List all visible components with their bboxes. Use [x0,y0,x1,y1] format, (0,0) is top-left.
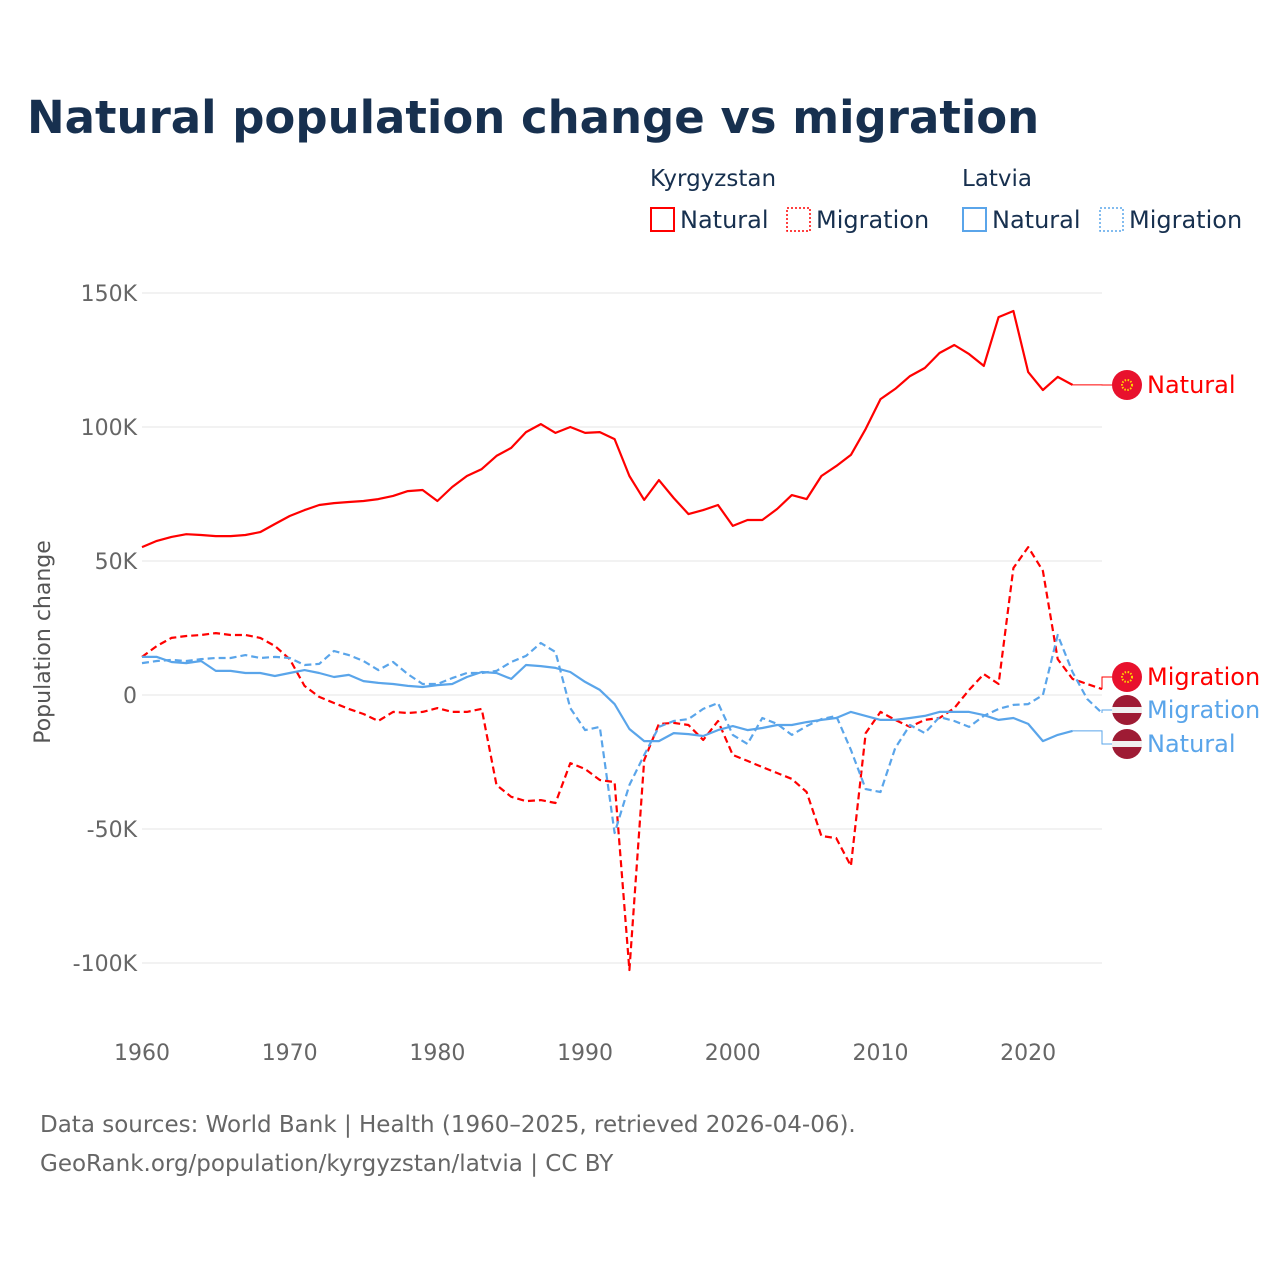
legend-item-label: Natural [992,206,1081,234]
x-axis: 1960 1970 1980 1990 2000 2010 2020 [114,1041,1056,1066]
legend: Kyrgyzstan Natural Migration Latvia Natural M… [650,166,1242,234]
series-line-latvia-migration [141,633,1103,835]
end-label: Migration [1147,663,1260,691]
footer-url[interactable]: GeoRank.org/population/kyrgyzstan/latvia… [40,1151,614,1177]
latvia-flag-icon [1112,729,1142,759]
series-line-kyrgyzstan-migration [141,545,1103,972]
x-tick-label: 1960 [114,1041,170,1066]
legend-group-title: Latvia [962,166,1032,192]
gridlines [142,292,1102,964]
series-line-latvia-natural [142,655,1073,743]
legend-swatch [786,207,811,232]
flag-background [1112,370,1142,400]
y-axis-label: Population change [31,540,56,744]
y-tick-label: 0 [123,684,137,709]
kyrgyzstan-flag-icon [1112,370,1142,400]
end-label-connector [1072,730,1112,745]
end-label: Natural [1147,371,1236,399]
end-labels: Natural Migration Migration Natural [1072,370,1260,759]
y-tick-label: -100K [73,952,138,977]
end-label: Natural [1147,730,1236,758]
x-tick-label: 1980 [409,1041,465,1066]
series-lines [141,309,1103,972]
chart-title: Natural population change vs migration [27,91,1039,144]
end-label-connector [1101,709,1112,713]
series-line-kyrgyzstan-natural [141,309,1074,549]
y-tick-label: 150K [81,282,138,307]
flag-background [1112,662,1142,692]
legend-item-label: Migration [1129,206,1242,234]
end-label: Migration [1147,696,1260,724]
legend-item-label: Natural [680,206,769,234]
flag-stripe [1112,707,1142,713]
flag-stripe [1112,741,1142,747]
latvia-flag-icon [1112,695,1142,725]
y-axis: 150K 100K 50K 0 -50K -100K [73,282,138,977]
y-tick-label: 50K [95,550,138,575]
y-tick-label: -50K [87,818,138,843]
legend-item-label: Migration [816,206,929,234]
flag-sun [1121,671,1133,683]
legend-swatch [1099,207,1124,232]
x-tick-label: 1990 [557,1041,613,1066]
legend-swatch [650,207,675,232]
x-tick-label: 2000 [705,1041,761,1066]
legend-group-title: Kyrgyzstan [650,166,776,192]
footer-sources: Data sources: World Bank | Health (1960–… [40,1112,856,1138]
legend-swatch [962,207,987,232]
y-tick-label: 100K [81,416,138,441]
x-tick-label: 2020 [1000,1041,1056,1066]
kyrgyzstan-flag-icon [1112,662,1142,692]
x-tick-label: 1970 [262,1041,318,1066]
flag-sun [1121,379,1133,391]
x-tick-label: 2010 [852,1041,908,1066]
end-label-connector [1101,676,1112,690]
